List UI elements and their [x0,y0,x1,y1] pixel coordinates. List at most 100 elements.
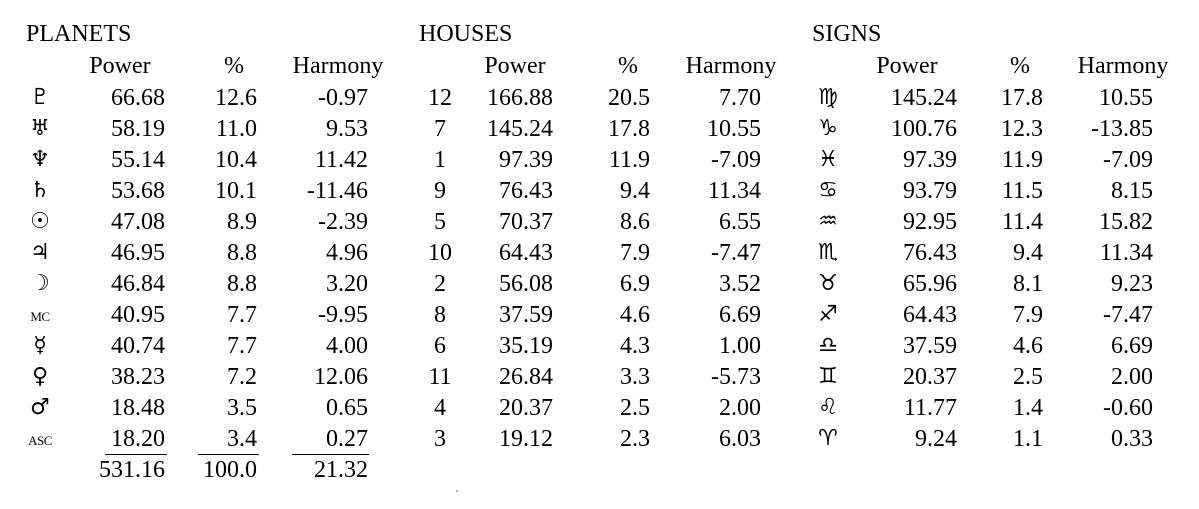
house-number: 8 [434,302,446,328]
planets-header-pct: % [224,53,244,79]
planets-pct-value: 7.7 [227,333,257,359]
houses-power-value: 70.37 [499,209,553,235]
planet-symbol: ♂ [30,395,50,420]
signs-pct-value: 11.9 [1001,147,1043,173]
planets-pct-value: 10.1 [215,178,257,204]
sign-symbol: ♎ [818,333,838,358]
planets-harmony-value: -11.46 [306,178,368,204]
houses-power-value: 56.08 [499,271,553,297]
planets-pct-value: 8.9 [227,209,257,235]
planets-total-power: 531.16 [99,457,165,483]
planets-pct-value: 8.8 [227,271,257,297]
houses-pct-value: 6.9 [620,271,650,297]
houses-header-pct: % [618,53,638,79]
houses-pct-value: 4.3 [620,333,650,359]
houses-harmony-value: 3.52 [719,271,761,297]
house-number: 4 [434,395,446,421]
houses-power-value: 145.24 [487,116,553,142]
signs-harmony-value: 6.69 [1111,333,1153,359]
planets-power-value: 18.48 [111,395,165,421]
total-underline [105,454,167,455]
planets-pct-value: 3.4 [227,426,257,452]
sign-symbol: ♌ [818,395,838,420]
sign-symbol: ♉ [818,271,838,296]
signs-power-value: 76.43 [903,240,957,266]
planets-power-value: 18.20 [111,426,165,452]
planets-pct-value: 11.0 [215,116,257,142]
planet-symbol: ♄ [30,178,50,203]
signs-pct-value: 2.5 [1013,364,1043,390]
signs-pct-value: 12.3 [1001,116,1043,142]
houses-title: HOUSES [419,21,513,47]
signs-title: SIGNS [812,21,882,47]
signs-power-value: 92.95 [903,209,957,235]
signs-power-value: 11.77 [903,395,957,421]
planet-symbol: ♇ [30,85,50,110]
planets-power-value: 40.95 [111,302,165,328]
planet-symbol: ♅ [30,116,50,141]
planets-pct-value: 8.8 [227,240,257,266]
signs-pct-value: 1.4 [1013,395,1043,421]
signs-pct-value: 1.1 [1013,426,1043,452]
planets-pct-value: 7.7 [227,302,257,328]
signs-harmony-value: 10.55 [1099,85,1153,111]
signs-power-value: 20.37 [903,364,957,390]
signs-harmony-value: 0.33 [1111,426,1153,452]
total-underline [198,454,259,455]
houses-header-harmony: Harmony [685,53,777,79]
planets-header-harmony: Harmony [292,53,384,79]
planets-harmony-value: 4.00 [326,333,368,359]
signs-power-value: 93.79 [903,178,957,204]
houses-power-value: 97.39 [499,147,553,173]
signs-pct-value: 11.4 [1001,209,1043,235]
signs-harmony-value: -0.60 [1103,395,1153,421]
planets-pct-value: 10.4 [215,147,257,173]
signs-pct-value: 9.4 [1013,240,1043,266]
planets-power-value: 46.84 [111,271,165,297]
houses-harmony-value: 10.55 [707,116,761,142]
sign-symbol: ♊ [818,364,838,389]
signs-header-pct: % [1010,53,1030,79]
houses-pct-value: 11.9 [608,147,650,173]
signs-pct-value: 8.1 [1013,271,1043,297]
house-number: 3 [434,426,446,452]
house-number: 6 [434,333,446,359]
sign-symbol: ♐ [818,302,838,327]
planets-harmony-value: 0.65 [326,395,368,421]
houses-pct-value: 4.6 [620,302,650,328]
scan-speck [456,490,458,492]
houses-pct-value: 2.3 [620,426,650,452]
signs-harmony-value: 2.00 [1111,364,1153,390]
house-number: 2 [434,271,446,297]
houses-harmony-value: -7.09 [711,147,761,173]
houses-harmony-value: -7.47 [711,240,761,266]
houses-pct-value: 7.9 [620,240,650,266]
houses-harmony-value: 6.69 [719,302,761,328]
house-number: 7 [434,116,446,142]
signs-power-value: 100.76 [891,116,957,142]
houses-power-value: 20.37 [499,395,553,421]
planets-power-value: 46.95 [111,240,165,266]
planets-power-value: 47.08 [111,209,165,235]
signs-pct-value: 11.5 [1001,178,1043,204]
houses-pct-value: 2.5 [620,395,650,421]
planet-symbol: ☽ [30,271,50,296]
sign-symbol: ♍ [818,85,838,110]
planets-pct-value: 3.5 [227,395,257,421]
planets-harmony-value: 3.20 [326,271,368,297]
signs-power-value: 65.96 [903,271,957,297]
houses-harmony-value: 2.00 [719,395,761,421]
planets-harmony-value: -2.39 [318,209,368,235]
signs-header-harmony: Harmony [1077,53,1169,79]
signs-harmony-value: -7.09 [1103,147,1153,173]
planet-symbol: MC [30,309,50,324]
planets-power-value: 53.68 [111,178,165,204]
houses-harmony-value: 11.34 [707,178,761,204]
planets-power-value: 55.14 [111,147,165,173]
houses-harmony-value: 6.03 [719,426,761,452]
signs-header-power: Power [876,53,938,79]
planets-header-power: Power [89,53,151,79]
planets-harmony-value: -9.95 [318,302,368,328]
planet-symbol: ♀ [31,364,49,389]
planet-symbol: ASC [28,433,52,448]
